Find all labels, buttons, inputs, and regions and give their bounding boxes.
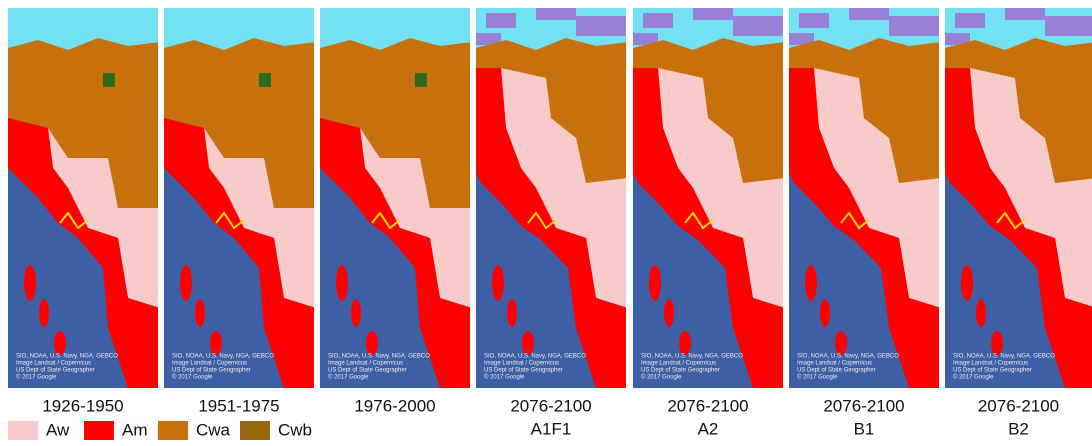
purple-zone	[536, 8, 576, 20]
attribution: © 2017 Google	[484, 374, 525, 381]
panel-period: 1976-2000	[354, 396, 435, 415]
legend-label: Aw	[46, 420, 70, 439]
am-island	[805, 265, 817, 301]
attribution: SIO, NOAA, U.S. Navy, NGA, GEBCO	[641, 354, 743, 360]
am-island	[351, 299, 361, 327]
attribution: US Dept of State Geographer	[16, 368, 95, 374]
attribution: © 2017 Google	[641, 374, 682, 381]
am-island	[336, 265, 348, 301]
attribution: © 2017 Google	[797, 374, 838, 381]
am-island	[961, 265, 973, 301]
am-island	[835, 331, 847, 355]
cwb-zone	[1040, 73, 1052, 87]
am-island	[195, 299, 205, 327]
am-island	[991, 331, 1003, 355]
attribution: SIO, NOAA, U.S. Navy, NGA, GEBCO	[172, 354, 274, 360]
am-island	[664, 299, 674, 327]
am-island	[820, 299, 830, 327]
attribution: SIO, NOAA, U.S. Navy, NGA, GEBCO	[484, 354, 586, 360]
am-island	[507, 299, 517, 327]
attribution: Image Landsat / Copernicus	[484, 361, 559, 367]
purple-zone	[693, 8, 733, 20]
legend-label: Am	[122, 420, 148, 439]
am-island	[679, 331, 691, 355]
legend-label: Cwb	[278, 420, 312, 439]
attribution: SIO, NOAA, U.S. Navy, NGA, GEBCO	[953, 354, 1055, 360]
panel-period: 2076-2100	[823, 396, 904, 415]
purple-zone	[576, 16, 626, 36]
attribution: US Dept of State Geographer	[328, 368, 407, 374]
cwb-zone	[884, 73, 896, 87]
cwb-zone	[259, 73, 271, 87]
attribution: Image Landsat / Copernicus	[641, 361, 716, 367]
am-island	[492, 265, 504, 301]
cwb-zone	[415, 73, 427, 87]
panel-scenario: A1F1	[531, 419, 572, 438]
panel-period: 1951-1975	[198, 396, 279, 415]
panel-period: 2076-2100	[510, 396, 591, 415]
cwb-zone	[728, 73, 740, 87]
panel-period: 2076-2100	[978, 396, 1059, 415]
attribution: SIO, NOAA, U.S. Navy, NGA, GEBCO	[797, 354, 899, 360]
attribution: © 2017 Google	[16, 374, 57, 381]
purple-zone	[486, 13, 516, 28]
map-panel: SIO, NOAA, U.S. Navy, NGA, GEBCOImage La…	[320, 8, 472, 388]
purple-zone	[1005, 8, 1045, 20]
attribution: US Dept of State Geographer	[641, 368, 720, 374]
attribution: US Dept of State Geographer	[172, 368, 251, 374]
map-panel: SIO, NOAA, U.S. Navy, NGA, GEBCOImage La…	[164, 8, 316, 388]
purple-zone	[849, 8, 889, 20]
legend-swatch	[240, 421, 270, 440]
attribution: SIO, NOAA, U.S. Navy, NGA, GEBCO	[16, 354, 118, 360]
purple-zone	[799, 13, 829, 28]
attribution: SIO, NOAA, U.S. Navy, NGA, GEBCO	[328, 354, 430, 360]
attribution: US Dept of State Geographer	[953, 368, 1032, 374]
am-island	[976, 299, 986, 327]
attribution: Image Landsat / Copernicus	[16, 361, 91, 367]
attribution: Image Landsat / Copernicus	[328, 361, 403, 367]
cwb-zone	[103, 73, 115, 87]
attribution: Image Landsat / Copernicus	[172, 361, 247, 367]
panel-period: 2076-2100	[667, 396, 748, 415]
purple-zone	[889, 16, 939, 36]
legend-swatch	[84, 421, 114, 440]
am-island	[39, 299, 49, 327]
attribution: Image Landsat / Copernicus	[953, 361, 1028, 367]
am-island	[54, 331, 66, 355]
am-island	[366, 331, 378, 355]
legend-swatch	[8, 421, 38, 440]
am-island	[180, 265, 192, 301]
purple-zone	[1045, 16, 1092, 36]
cwb-zone	[571, 73, 583, 87]
attribution: © 2017 Google	[953, 374, 994, 381]
attribution: © 2017 Google	[172, 374, 213, 381]
panel-scenario: B2	[1008, 419, 1029, 438]
purple-zone	[733, 16, 783, 36]
purple-zone	[643, 13, 673, 28]
panel-scenario: B1	[854, 419, 875, 438]
attribution: US Dept of State Geographer	[484, 368, 563, 374]
panel-scenario: A2	[698, 419, 719, 438]
attribution: © 2017 Google	[328, 374, 369, 381]
am-island	[649, 265, 661, 301]
attribution: Image Landsat / Copernicus	[797, 361, 872, 367]
purple-zone	[955, 13, 985, 28]
am-island	[24, 265, 36, 301]
legend-swatch	[158, 421, 188, 440]
am-island	[210, 331, 222, 355]
panel-period: 1926-1950	[42, 396, 123, 415]
legend-label: Cwa	[196, 420, 231, 439]
attribution: US Dept of State Geographer	[797, 368, 876, 374]
figure: SIO, NOAA, U.S. Navy, NGA, GEBCOImage La…	[0, 0, 1092, 441]
am-island	[522, 331, 534, 355]
